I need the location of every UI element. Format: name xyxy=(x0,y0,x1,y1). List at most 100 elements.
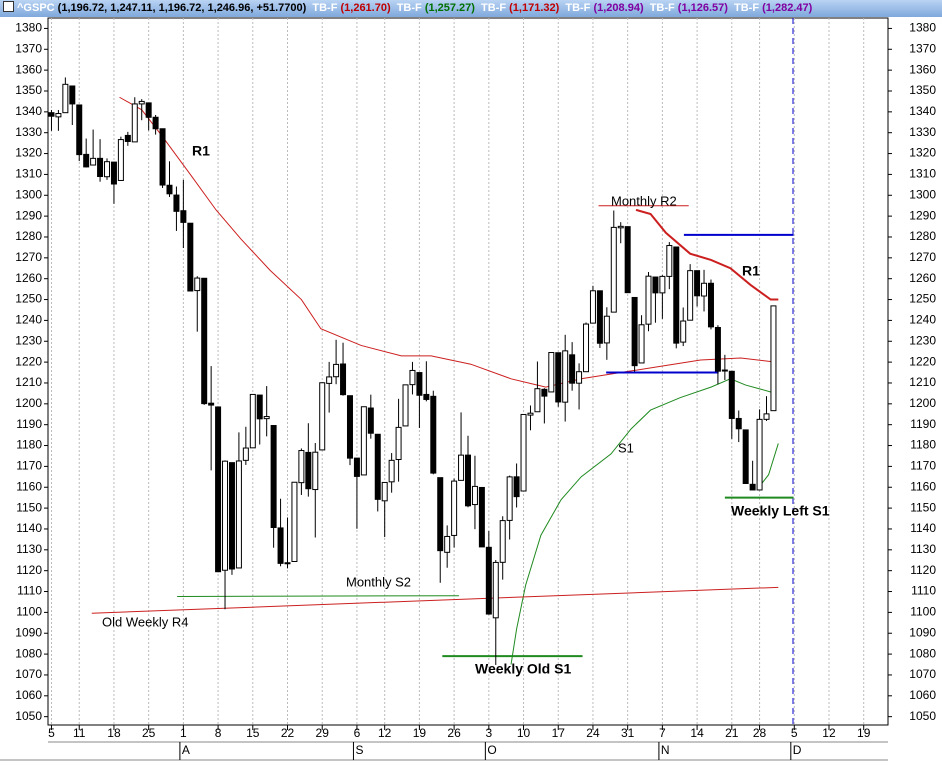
study-value: (1,261.70) xyxy=(340,2,391,14)
x-tick-label: 12 xyxy=(378,726,392,740)
candle-body xyxy=(228,462,235,570)
checkbox[interactable] xyxy=(3,1,14,12)
chart: 1050 1050 1060 1060 1070 1070 1080 1080 1090 1090… xyxy=(0,17,936,761)
y-tick-label: 1050 xyxy=(15,709,42,723)
x-tick-label: 10 xyxy=(517,726,531,740)
month-label: N xyxy=(661,743,670,757)
study-value: (1,257.27) xyxy=(424,2,475,14)
annotation: S1 xyxy=(618,440,634,455)
study-name: TB-F xyxy=(312,2,338,14)
y-tick-label: 1160 xyxy=(910,479,936,493)
candle-body xyxy=(235,460,242,569)
candle-body xyxy=(694,270,701,297)
annotation: Old Weekly R4 xyxy=(102,614,188,629)
y-tick-label: 1280 xyxy=(909,229,936,243)
y-tick-label: 1310 xyxy=(909,167,936,181)
x-tick-label: 3 xyxy=(485,726,492,740)
candle-body xyxy=(471,485,478,506)
candle-body xyxy=(277,527,284,564)
y-tick-label: 1380 xyxy=(909,21,936,35)
candle-body xyxy=(728,370,735,419)
candle-body xyxy=(707,282,714,328)
study-name: TB-F xyxy=(565,2,591,14)
candle-body xyxy=(291,481,298,562)
y-tick-label: 1140 xyxy=(910,521,936,535)
candle-body xyxy=(548,352,555,393)
page: {"header": {"symbol": "^GSPC", "quote": … xyxy=(0,0,942,761)
candle-body xyxy=(222,460,229,571)
y-tick-label: 1330 xyxy=(15,125,42,139)
annotation: Monthly S2 xyxy=(346,574,411,589)
x-tick-label: 11 xyxy=(73,726,86,740)
y-tick-label: 1130 xyxy=(16,542,42,556)
y-tick-label: 1100 xyxy=(16,605,42,619)
candle-body xyxy=(721,369,728,372)
candle-body xyxy=(319,382,326,451)
y-tick-label: 1320 xyxy=(909,146,936,160)
x-tick-label: 8 xyxy=(215,726,222,740)
candle-body xyxy=(555,352,562,403)
candle-body xyxy=(589,290,596,324)
y-tick-label: 1240 xyxy=(15,313,42,327)
y-tick-label: 1180 xyxy=(910,438,936,452)
x-tick-label: 26 xyxy=(447,726,461,740)
candle-body xyxy=(388,459,395,483)
candle-body xyxy=(680,320,687,343)
y-tick-label: 1200 xyxy=(15,396,42,410)
y-tick-label: 1240 xyxy=(909,313,936,327)
candle-body xyxy=(256,394,263,420)
study-name: TB-F xyxy=(396,2,422,14)
candle-body xyxy=(520,413,527,492)
x-tick-label: 28 xyxy=(753,726,767,740)
y-tick-label: 1370 xyxy=(909,41,936,55)
y-tick-label: 1070 xyxy=(15,667,42,681)
candle-body xyxy=(55,113,62,118)
y-tick-label: 1190 xyxy=(16,417,42,431)
candle-body xyxy=(652,276,659,294)
month-label: O xyxy=(487,743,496,757)
candle-body xyxy=(208,402,215,406)
symbol: ^GSPC xyxy=(17,2,55,14)
y-tick-label: 1110 xyxy=(17,584,42,598)
annotation: Weekly Left S1 xyxy=(731,503,830,519)
candle-body xyxy=(638,324,645,364)
candle-body xyxy=(215,406,222,573)
y-tick-label: 1100 xyxy=(910,605,936,619)
x-tick-label: 15 xyxy=(246,726,260,740)
y-tick-label: 1230 xyxy=(15,333,42,347)
candle-body xyxy=(201,277,208,405)
x-tick-label: 25 xyxy=(142,726,156,740)
x-tick-label: 5 xyxy=(48,726,55,740)
candle-body xyxy=(541,388,548,397)
y-tick-label: 1170 xyxy=(910,459,936,473)
x-tick-label: 6 xyxy=(354,726,361,740)
candle-body xyxy=(701,282,708,297)
y-tick-label: 1190 xyxy=(910,417,936,431)
candle-body xyxy=(76,104,83,156)
candle-body xyxy=(242,447,249,461)
y-tick-label: 1370 xyxy=(15,41,42,55)
y-tick-label: 1060 xyxy=(15,688,42,702)
candle-body xyxy=(395,426,402,461)
candle-body xyxy=(645,275,652,325)
y-tick-label: 1270 xyxy=(909,250,936,264)
x-tick-label: 19 xyxy=(857,726,871,740)
y-tick-label: 1200 xyxy=(909,396,936,410)
candle-body xyxy=(145,102,152,118)
y-tick-label: 1120 xyxy=(910,563,936,577)
y-tick-label: 1380 xyxy=(15,21,42,35)
candle-body xyxy=(409,369,416,386)
candle-body xyxy=(416,372,423,396)
y-tick-label: 1260 xyxy=(15,271,42,285)
candle-body xyxy=(90,157,97,166)
candle-body xyxy=(353,457,360,477)
candle-body xyxy=(673,246,680,344)
y-tick-label: 1300 xyxy=(909,187,936,201)
candle-body xyxy=(562,350,569,403)
annotation: Weekly Old S1 xyxy=(475,661,571,677)
candle-body xyxy=(402,384,409,427)
x-tick-label: 14 xyxy=(690,726,704,740)
candle-body xyxy=(513,476,520,498)
y-tick-label: 1280 xyxy=(15,229,42,243)
y-tick-label: 1080 xyxy=(909,646,936,660)
